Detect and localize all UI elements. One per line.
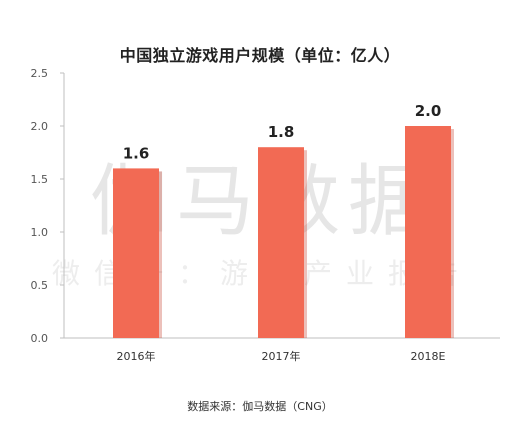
y-tick-label: 0.5 [31, 279, 49, 292]
x-tick-label: 2018E [411, 350, 446, 363]
y-tick-label: 0.0 [31, 332, 49, 345]
bar [405, 126, 451, 338]
y-tick-label: 1.5 [31, 173, 49, 186]
data-label: 1.6 [123, 144, 150, 162]
x-tick-label: 2016年 [117, 349, 156, 363]
chart-title: 中国独立游戏用户规模（单位：亿人） [119, 46, 401, 65]
x-tick-label: 2017年 [262, 349, 301, 363]
y-tick-label: 2.0 [31, 120, 49, 133]
y-tick-label: 2.5 [31, 67, 49, 80]
bar [258, 147, 304, 338]
y-tick-label: 1.0 [31, 226, 49, 239]
bar [113, 168, 159, 338]
data-label: 1.8 [268, 123, 295, 141]
chart-source-note: 数据来源：伽马数据（CNG） [187, 400, 333, 413]
data-label: 2.0 [415, 102, 442, 120]
